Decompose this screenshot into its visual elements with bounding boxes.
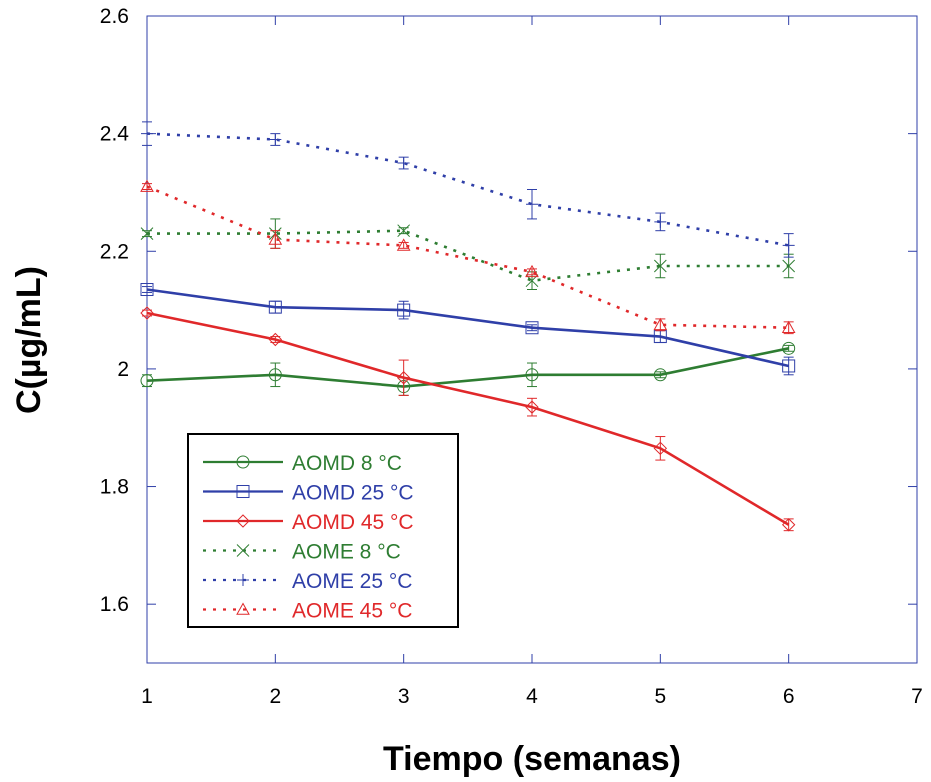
x-tick-label: 2 xyxy=(269,685,281,708)
data-point xyxy=(653,441,668,456)
legend-label: AOME 25 °C xyxy=(292,570,412,593)
y-tick-label: 2.6 xyxy=(100,5,129,28)
data-point xyxy=(782,259,796,273)
data-point xyxy=(781,518,796,532)
x-tick-label: 5 xyxy=(654,685,666,708)
data-point xyxy=(526,198,538,211)
data-point xyxy=(782,239,795,252)
series-aomd-25-c xyxy=(140,283,796,376)
data-point xyxy=(397,157,410,170)
legend-swatch-marker xyxy=(236,485,250,498)
data-point xyxy=(140,227,154,240)
series-aome-25-c xyxy=(141,121,795,258)
legend-item-aomd-8-c: AOMD 8 °C xyxy=(203,452,402,475)
data-point xyxy=(396,371,411,385)
data-point xyxy=(268,368,282,382)
data-point xyxy=(140,374,154,388)
data-point xyxy=(525,321,539,335)
data-point xyxy=(653,259,667,273)
axis-ticks xyxy=(146,15,918,663)
data-point xyxy=(397,303,411,317)
legend-item-aome-45-c: AOME 45 °C xyxy=(203,600,412,623)
data-point xyxy=(525,400,539,414)
legend-swatch-marker xyxy=(236,455,250,469)
legend-label: AOME 8 °C xyxy=(292,541,401,564)
data-point xyxy=(268,232,283,245)
legend-item-aome-25-c: AOME 25 °C xyxy=(203,570,412,593)
x-tick-label: 6 xyxy=(783,685,795,708)
legend-swatch-marker xyxy=(236,602,250,615)
data-point xyxy=(268,300,282,314)
legend-swatch-marker xyxy=(236,544,250,557)
data-point xyxy=(140,179,154,192)
data-point xyxy=(140,283,154,297)
legend-swatch-marker xyxy=(236,514,250,528)
data-point xyxy=(525,264,539,278)
series-aomd-45-c xyxy=(140,306,796,532)
series-line-aomd-25-c xyxy=(146,288,789,368)
y-tick-label: 2.2 xyxy=(100,240,129,263)
legend-label: AOMD 8 °C xyxy=(292,452,402,475)
legend-label: AOMD 45 °C xyxy=(292,511,414,534)
x-tick-label: 1 xyxy=(141,685,153,708)
data-point xyxy=(782,341,796,355)
legend-swatch-marker xyxy=(237,574,249,586)
data-point xyxy=(269,133,282,146)
series-group xyxy=(140,121,796,532)
data-point xyxy=(140,306,154,320)
y-tick-label: 2 xyxy=(117,358,129,381)
series-line-aomd-8-c xyxy=(146,347,789,388)
x-tick-labels: 1 2 3 4 5 6 7 xyxy=(141,685,923,708)
legend-label: AOMD 25 °C xyxy=(292,482,414,505)
data-point xyxy=(782,359,796,373)
x-tick-label: 3 xyxy=(398,685,410,708)
data-point xyxy=(653,317,668,331)
y-axis-title: C(µg/mL) xyxy=(10,266,48,414)
data-point xyxy=(654,215,667,228)
data-point xyxy=(653,368,667,382)
series-aomd-8-c xyxy=(140,341,796,396)
y-tick-label: 1.8 xyxy=(100,476,129,499)
series-aome-45-c xyxy=(140,179,796,335)
x-axis-title: Tiempo (semanas) xyxy=(383,740,681,778)
series-line-aome-45-c xyxy=(146,185,789,329)
data-point xyxy=(396,238,411,251)
y-tick-label: 2.4 xyxy=(100,123,130,146)
series-line-aome-25-c xyxy=(146,132,789,247)
y-tick-label: 1.6 xyxy=(100,593,129,616)
y-tick-labels: 1.6 1.8 2 2.2 2.4 2.6 xyxy=(100,5,130,616)
data-point xyxy=(525,368,539,382)
legend-item-aome-8-c: AOME 8 °C xyxy=(203,541,401,564)
legend-box xyxy=(187,433,459,628)
data-point xyxy=(781,320,796,334)
data-point xyxy=(397,224,411,238)
x-tick-label: 4 xyxy=(526,685,538,708)
legend-item-aomd-45-c: AOMD 45 °C xyxy=(203,511,414,534)
x-tick-label: 7 xyxy=(911,685,923,708)
legend-item-aomd-25-c: AOMD 25 °C xyxy=(203,482,414,505)
series-line-aome-8-c xyxy=(147,229,789,283)
series-line-aomd-45-c xyxy=(146,311,790,526)
data-point xyxy=(268,332,283,347)
legend: AOMD 8 °C AOMD 25 °C AOMD 45 °C AOME 8 °C AO… xyxy=(187,433,459,628)
legend-label: AOME 45 °C xyxy=(292,600,412,623)
data-point xyxy=(141,127,153,140)
